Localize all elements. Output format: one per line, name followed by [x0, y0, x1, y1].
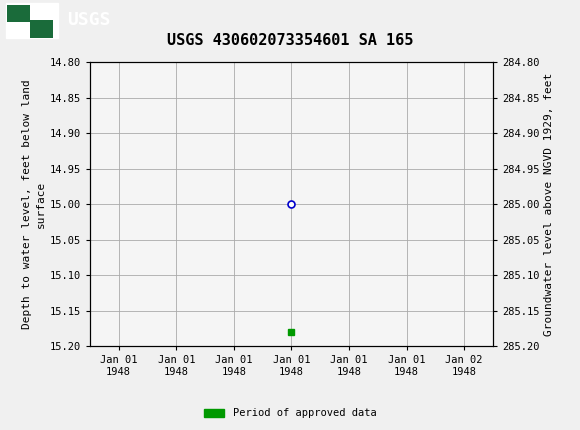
Bar [6, 3, 58, 37]
Legend: Period of approved data: Period of approved data [200, 404, 380, 423]
Bar [30, 20, 53, 37]
Y-axis label: Groundwater level above NGVD 1929, feet: Groundwater level above NGVD 1929, feet [543, 73, 554, 336]
Bar [7, 5, 30, 22]
Y-axis label: Depth to water level, feet below land
surface: Depth to water level, feet below land su… [22, 80, 45, 329]
Text: USGS 430602073354601 SA 165: USGS 430602073354601 SA 165 [167, 33, 413, 48]
Text: USGS: USGS [67, 12, 110, 29]
